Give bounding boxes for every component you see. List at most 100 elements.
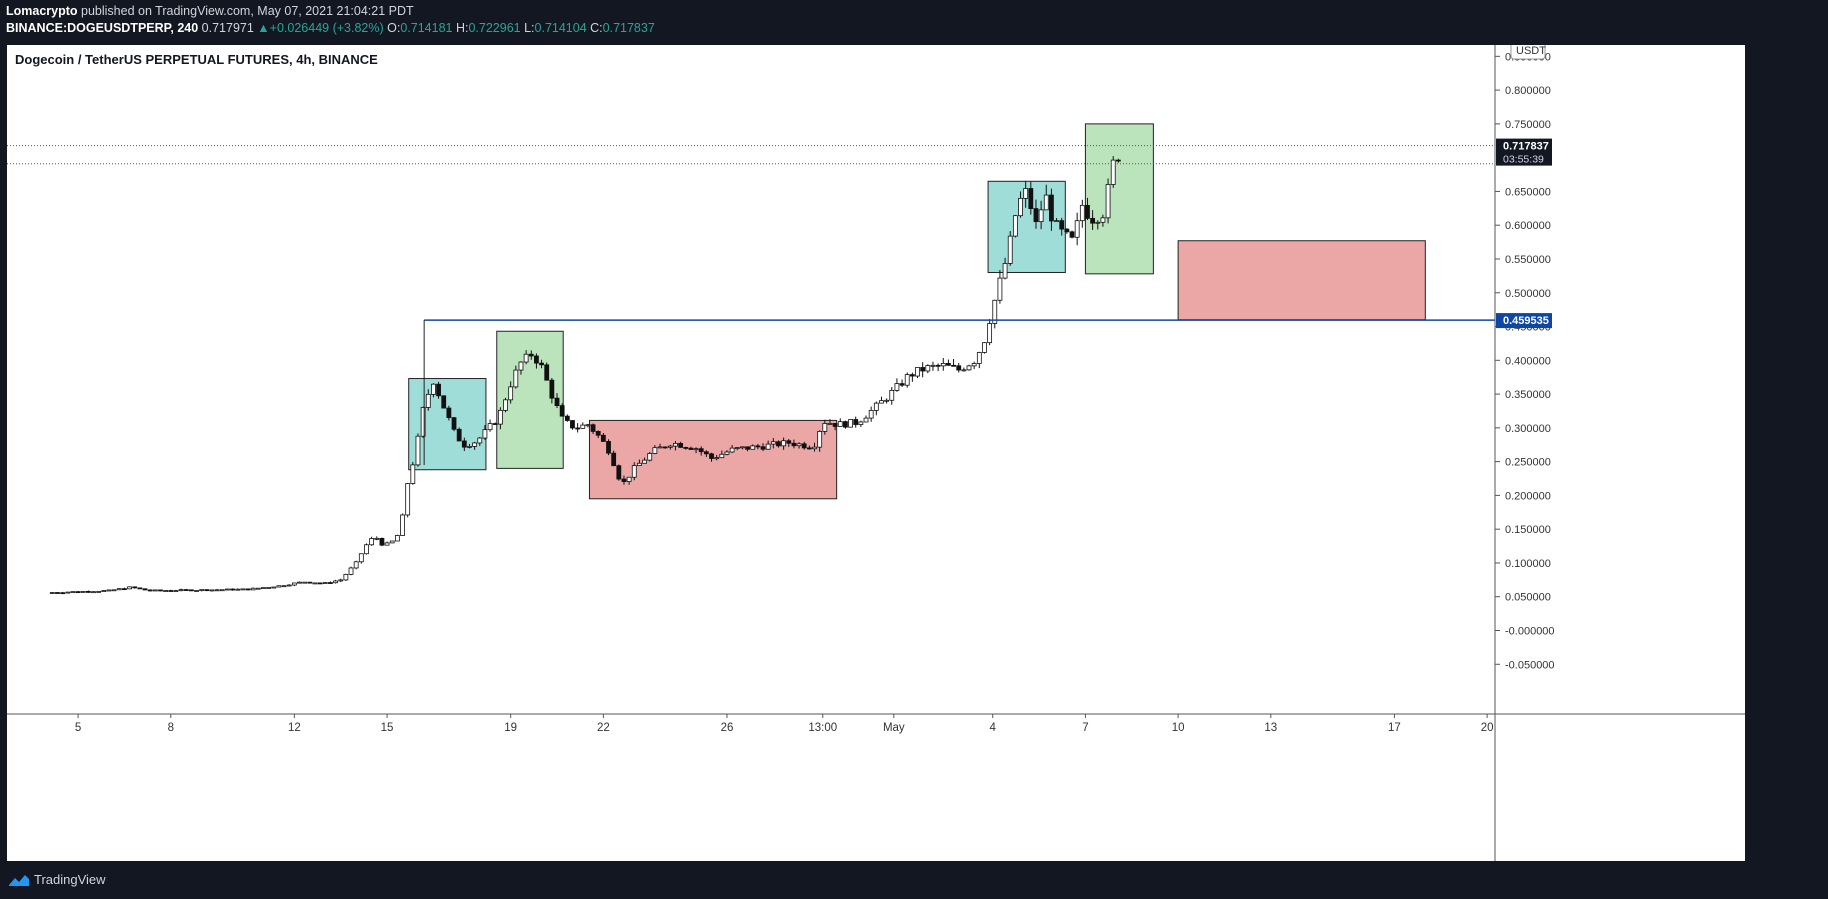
candle-down[interactable] — [806, 447, 812, 450]
candle-up[interactable] — [271, 586, 277, 589]
candle-down[interactable] — [703, 451, 709, 455]
candle-down[interactable] — [843, 421, 848, 428]
candle-up[interactable] — [631, 465, 637, 478]
candle-down[interactable] — [245, 588, 251, 591]
candle-up[interactable] — [971, 363, 977, 367]
candle-down[interactable] — [204, 589, 210, 592]
candle-down[interactable] — [539, 362, 544, 366]
candle-up[interactable] — [976, 352, 982, 364]
candle-up[interactable] — [1023, 188, 1029, 199]
candle-up[interactable] — [966, 365, 972, 371]
candle-up[interactable] — [961, 369, 967, 372]
candle-up[interactable] — [585, 424, 591, 427]
candle-down[interactable] — [75, 591, 81, 594]
candle-up[interactable] — [255, 587, 261, 590]
candle-down[interactable] — [595, 431, 601, 436]
candle-down[interactable] — [899, 383, 905, 386]
candle-up[interactable] — [482, 429, 488, 439]
candle-up[interactable] — [49, 592, 55, 594]
candle-down[interactable] — [590, 424, 596, 432]
candle-down[interactable] — [801, 443, 807, 449]
candle-up[interactable] — [508, 386, 514, 401]
candle-down[interactable] — [436, 383, 441, 397]
candle-up[interactable] — [291, 582, 297, 586]
candle-up[interactable] — [467, 446, 472, 448]
candle-up[interactable] — [904, 374, 910, 386]
candle-up[interactable] — [127, 586, 132, 590]
candle-down[interactable] — [575, 427, 581, 430]
candle-down[interactable] — [230, 588, 235, 591]
candle-up[interactable] — [250, 587, 256, 591]
tradingview-brand[interactable]: TradingView — [34, 872, 106, 887]
candle-down[interactable] — [776, 441, 781, 447]
candle-up[interactable] — [199, 589, 205, 592]
candle-down[interactable] — [1064, 228, 1070, 233]
candle-up[interactable] — [431, 383, 436, 395]
candle-up[interactable] — [65, 591, 71, 594]
candle-down[interactable] — [678, 442, 684, 448]
candle-down[interactable] — [853, 419, 859, 425]
candle-up[interactable] — [425, 393, 431, 408]
candle-down[interactable] — [307, 581, 313, 584]
candle-up[interactable] — [997, 277, 1003, 301]
candle-down[interactable] — [554, 397, 560, 407]
candle-down[interactable] — [662, 446, 668, 449]
candle-up[interactable] — [235, 588, 241, 591]
candle-down[interactable] — [709, 453, 714, 459]
candle-up[interactable] — [1007, 235, 1013, 264]
candle-up[interactable] — [348, 567, 354, 575]
candle-up[interactable] — [101, 590, 107, 592]
candle-up[interactable] — [338, 579, 344, 582]
candle-up[interactable] — [987, 323, 993, 344]
candle-up[interactable] — [297, 581, 302, 584]
candle-up[interactable] — [353, 561, 359, 569]
candle-up[interactable] — [889, 390, 895, 401]
candle-up[interactable] — [1012, 215, 1018, 237]
candle-up[interactable] — [503, 399, 508, 411]
candle-up[interactable] — [194, 590, 199, 592]
candle-down[interactable] — [492, 423, 498, 425]
candle-down[interactable] — [791, 442, 797, 447]
candle-up[interactable] — [523, 353, 529, 363]
candle-down[interactable] — [379, 537, 385, 546]
candle-down[interactable] — [528, 353, 534, 357]
candle-up[interactable] — [322, 582, 328, 584]
candle-up[interactable] — [858, 421, 864, 425]
candle-down[interactable] — [1085, 204, 1090, 219]
candle-down[interactable] — [564, 415, 570, 421]
candle-up[interactable] — [827, 423, 833, 425]
candle-down[interactable] — [559, 405, 565, 417]
candle-up[interactable] — [750, 445, 756, 450]
candle-up[interactable] — [369, 538, 375, 546]
candle-down[interactable] — [832, 423, 838, 427]
candle-down[interactable] — [451, 417, 457, 430]
candle-down[interactable] — [60, 592, 66, 595]
candle-down[interactable] — [786, 440, 792, 444]
candle-up[interactable] — [116, 588, 122, 591]
candle-down[interactable] — [147, 589, 153, 592]
candle-down[interactable] — [946, 362, 951, 366]
candle-up[interactable] — [765, 443, 771, 450]
candle-down[interactable] — [920, 367, 926, 372]
candle-up[interactable] — [647, 453, 653, 461]
candle-down[interactable] — [549, 379, 555, 399]
candle-up[interactable] — [358, 553, 364, 563]
candle-up[interactable] — [70, 591, 76, 594]
candle-up[interactable] — [209, 589, 215, 592]
candle-down[interactable] — [183, 589, 189, 591]
candle-up[interactable] — [580, 424, 586, 429]
candle-up[interactable] — [667, 445, 673, 448]
candle-up[interactable] — [106, 589, 112, 592]
candle-up[interactable] — [693, 448, 699, 451]
candle-up[interactable] — [925, 365, 931, 372]
candle-down[interactable] — [446, 407, 452, 419]
candle-down[interactable] — [611, 452, 617, 467]
candle-up[interactable] — [286, 584, 292, 587]
candle-down[interactable] — [935, 364, 941, 367]
candle-up[interactable] — [1074, 220, 1080, 238]
candle-down[interactable] — [132, 586, 138, 589]
candle-up[interactable] — [415, 435, 421, 466]
candle-up[interactable] — [472, 442, 478, 447]
candle-up[interactable] — [848, 419, 853, 428]
candle-up[interactable] — [642, 459, 647, 464]
